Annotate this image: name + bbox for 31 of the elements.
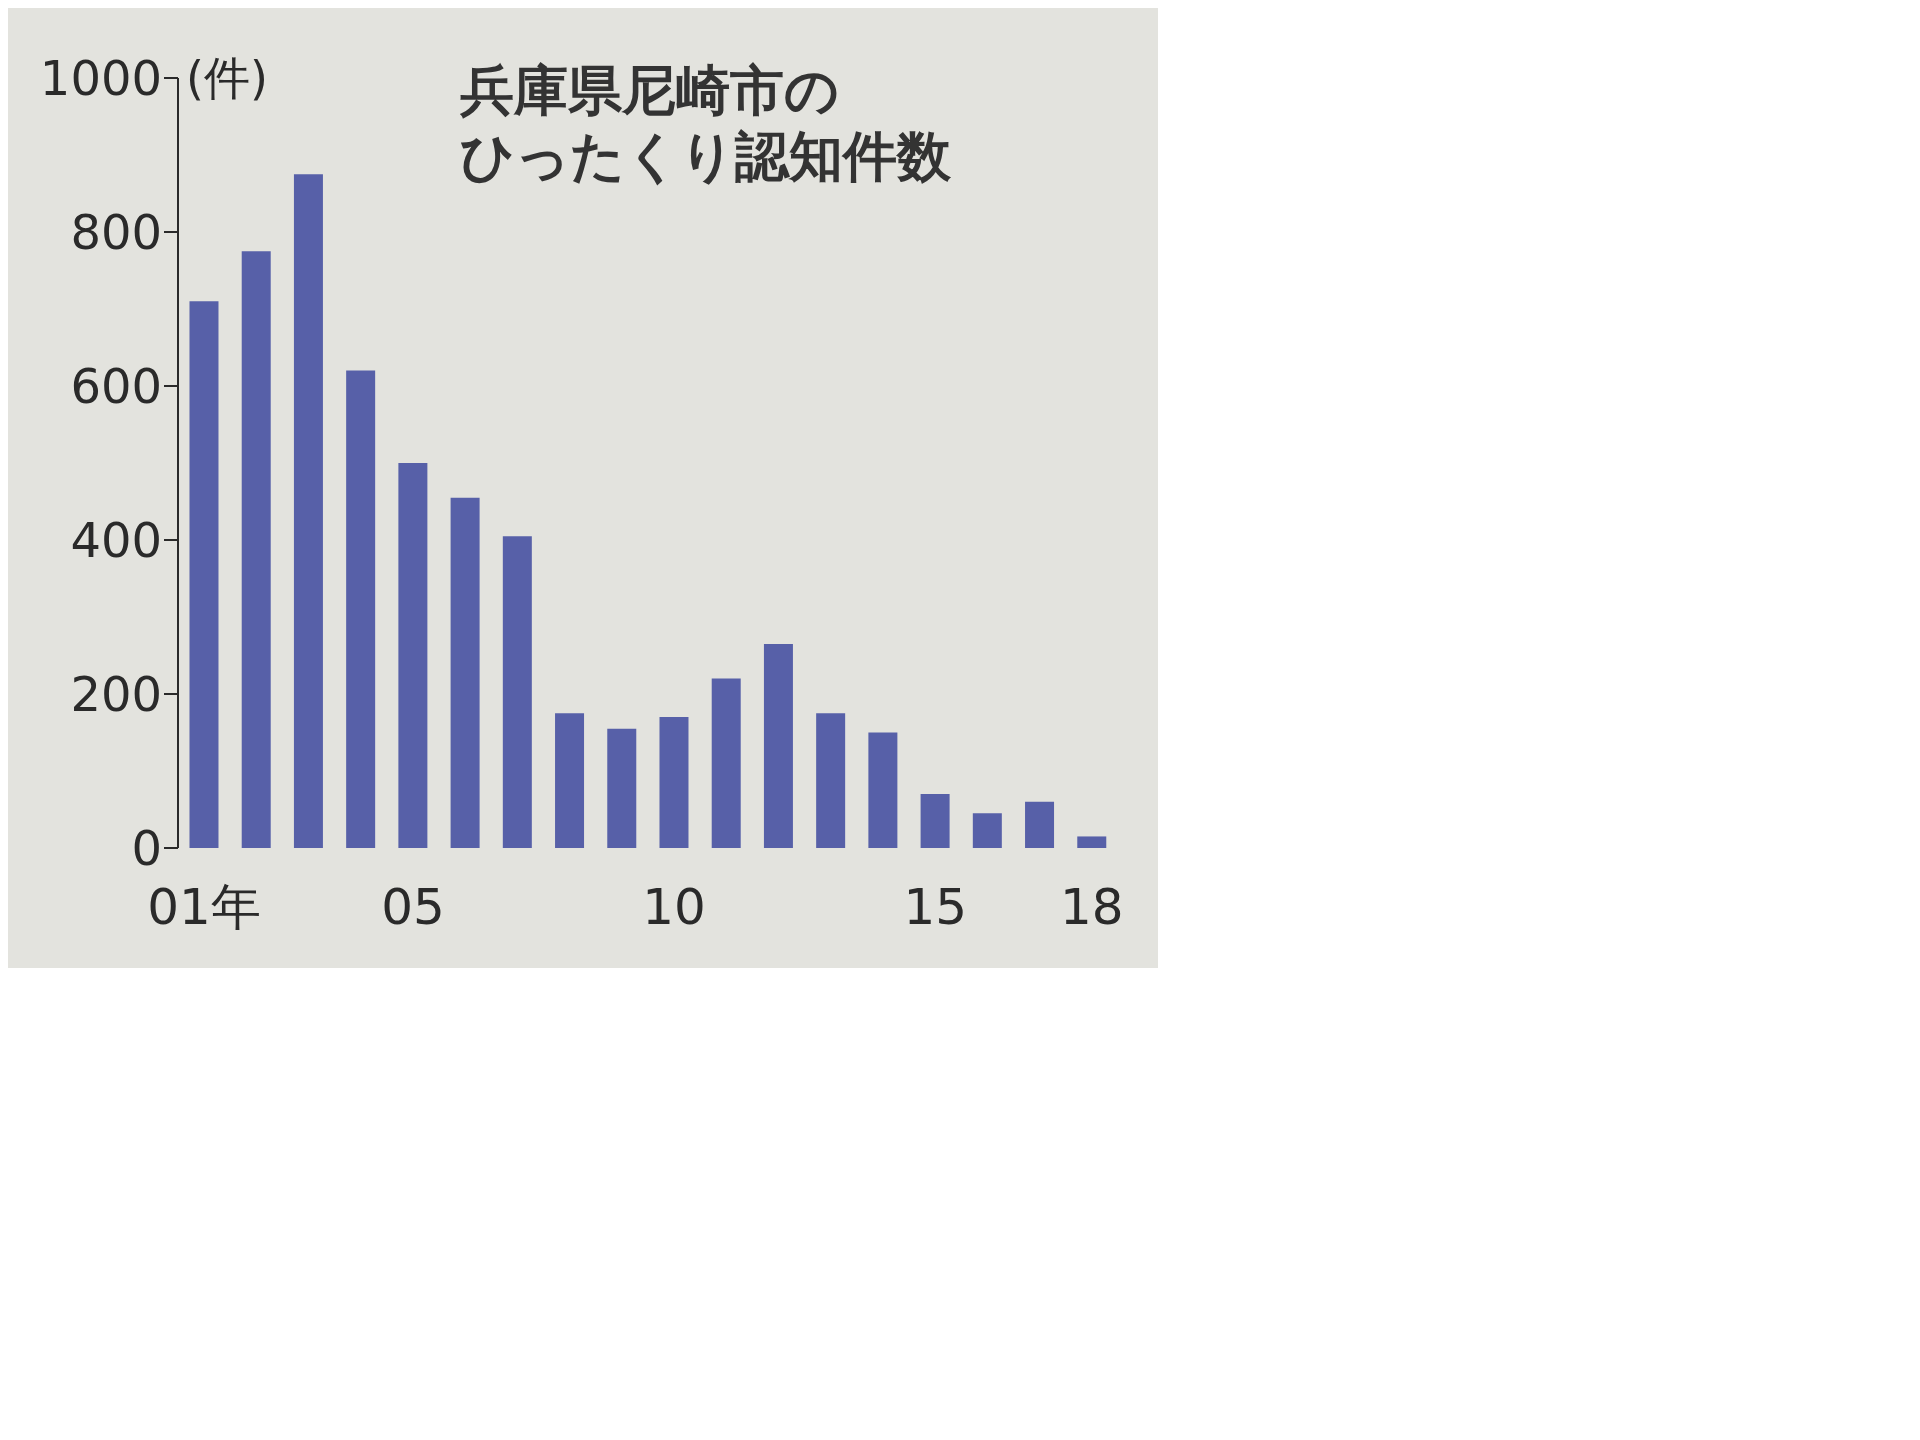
bar	[502, 536, 532, 848]
bar	[293, 174, 323, 848]
bar	[763, 643, 793, 848]
bar	[868, 732, 898, 848]
bar	[346, 370, 376, 848]
y-tick-label: 0	[131, 820, 162, 877]
bar	[555, 713, 585, 848]
x-tick-label: 10	[642, 877, 706, 936]
bar	[607, 728, 637, 848]
y-tick-label: 1000	[39, 50, 162, 107]
bar	[450, 497, 480, 848]
y-tick-label: 600	[70, 358, 162, 415]
bar	[972, 813, 1002, 848]
x-tick-label: 01年	[147, 877, 261, 936]
y-tick-label: 200	[70, 666, 162, 723]
bar	[1077, 836, 1107, 848]
bar	[920, 794, 950, 848]
bar	[398, 463, 428, 848]
bar	[711, 678, 741, 848]
x-tick-label: 15	[903, 877, 968, 936]
x-tick-label: 18	[1060, 877, 1124, 936]
bar	[241, 251, 271, 848]
bar	[659, 717, 689, 848]
y-axis-title: (件)	[186, 50, 268, 107]
x-tick-label: 05	[381, 877, 445, 936]
bar	[189, 301, 219, 848]
bar	[816, 713, 846, 848]
y-tick-label: 800	[70, 204, 162, 261]
y-tick-label: 400	[70, 512, 162, 569]
chart-title: 兵庫県尼崎市のひったくり認知件数	[460, 58, 952, 190]
bar	[1025, 801, 1055, 848]
